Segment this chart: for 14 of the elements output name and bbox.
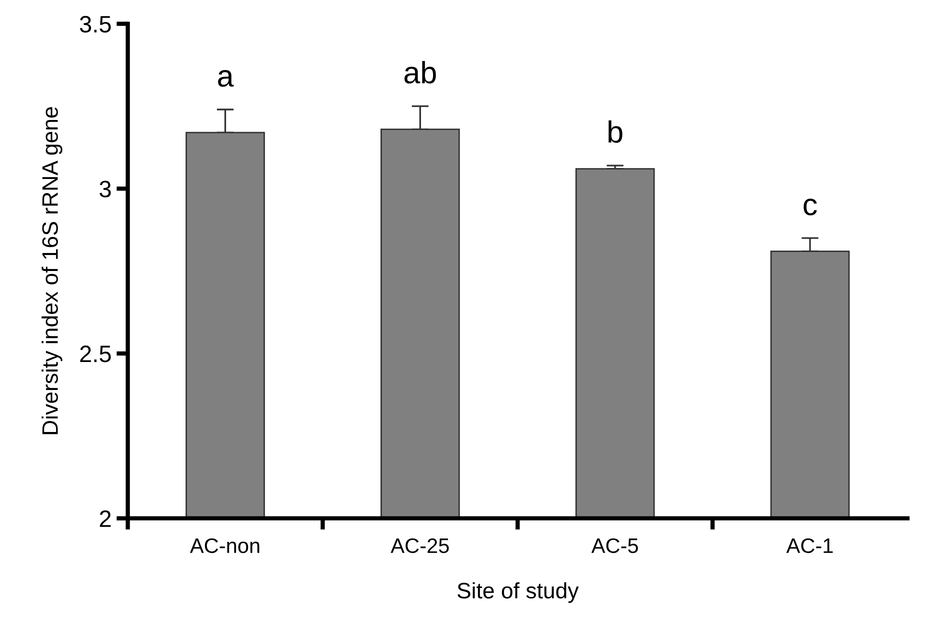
x-tick-label: AC-5: [591, 538, 638, 554]
y-tick-label: 3: [100, 180, 111, 198]
x-axis-title: Site of study: [458, 582, 579, 603]
x-tick-label: AC-non: [190, 538, 260, 554]
annotation: b: [608, 120, 622, 143]
annotation: c: [804, 198, 817, 216]
annotation: ab: [404, 61, 436, 84]
y-tick-label: 2.5: [80, 346, 111, 362]
y-axis-title: Diversity index of 16S rRNA gene: [42, 107, 62, 434]
x-tick-label: AC-1: [786, 538, 833, 554]
annotation: a: [218, 70, 234, 87]
y-tick-label: 3.5: [80, 16, 111, 33]
x-tick-label: AC-25: [390, 538, 449, 554]
y-tick-label: 2: [100, 510, 111, 527]
